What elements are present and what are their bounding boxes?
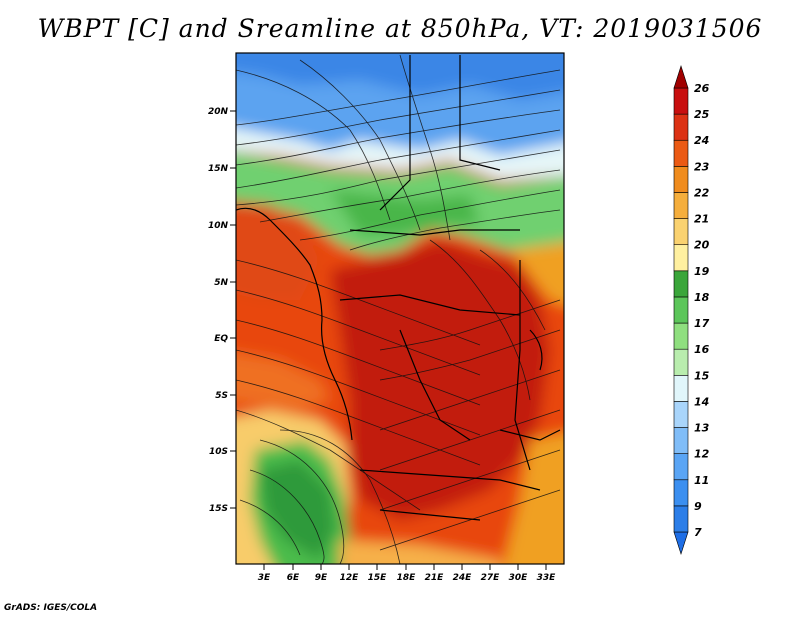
lat-label: 5S — [215, 391, 228, 401]
lon-label: 18E — [397, 573, 417, 583]
lon-label: 27E — [481, 573, 501, 583]
colorbar-label: 19 — [694, 265, 710, 278]
colorbar-label: 13 — [694, 422, 710, 435]
colorbar-label: 14 — [694, 395, 709, 408]
colorbar-segment — [673, 113, 689, 141]
lon-label: 21E — [425, 573, 445, 583]
lon-label: 12E — [340, 573, 360, 583]
colorbar-label: 15 — [694, 369, 710, 382]
colorbar-arrow-high — [673, 65, 689, 89]
colorbar-segment — [673, 322, 689, 350]
colorbar-label: 12 — [694, 448, 710, 461]
lon-label: 24E — [453, 573, 473, 583]
colorbar-arrow-low — [673, 531, 689, 555]
colorbar-label: 25 — [694, 108, 710, 121]
colorbar-label: 26 — [694, 82, 710, 95]
colorbar-label: 21 — [694, 213, 709, 226]
colorbar-label: 20 — [694, 239, 710, 252]
lon-label: 6E — [287, 573, 300, 583]
credit-text: GrADS: IGES/COLA — [4, 603, 98, 613]
lat-label: 15S — [209, 504, 228, 514]
colorbar-segment — [673, 348, 689, 376]
colorbar-label: 17 — [694, 317, 710, 330]
colorbar-segment — [673, 244, 689, 272]
lat-label: 15N — [208, 164, 229, 174]
lat-label: 10S — [209, 447, 228, 457]
lon-label: 9E — [315, 573, 328, 583]
lon-label: 30E — [509, 573, 529, 583]
colorbar-segment — [673, 427, 689, 454]
colorbar-segment — [673, 453, 689, 481]
lat-label: 5N — [214, 278, 228, 288]
colorbar-label: 11 — [694, 474, 709, 487]
lat-label: 20N — [208, 107, 229, 117]
colorbar-segment — [673, 87, 689, 115]
lon-label: 15E — [368, 573, 388, 583]
map-title: WBPT [C] and Sreamline at 850hPa, VT: 20… — [37, 14, 763, 43]
colorbar-label: 23 — [694, 160, 710, 173]
axis-ticks — [230, 110, 547, 570]
colorbar-segment — [673, 270, 689, 298]
colorbar-segment — [673, 139, 689, 167]
colorbar-label: 24 — [694, 134, 709, 147]
lat-label: EQ — [214, 334, 228, 344]
lon-label: 3E — [258, 573, 271, 583]
colorbar-label: 16 — [694, 343, 710, 356]
colorbar-segment — [673, 192, 689, 219]
colorbar-segment — [673, 166, 689, 193]
wbpt-field — [236, 53, 564, 564]
lat-label: 10N — [208, 221, 229, 231]
colorbar-label: 18 — [694, 291, 710, 304]
colorbar-segment — [673, 218, 689, 246]
lon-label: 33E — [537, 573, 557, 583]
colorbar-segment — [673, 505, 689, 533]
colorbar-label: 7 — [694, 526, 702, 539]
colorbar: 7 9 11 12 13 14 15 16 17 18 19 20 21 22 23 24 25 26 — [673, 65, 710, 555]
colorbar-segment — [673, 296, 689, 324]
colorbar-label: 9 — [694, 500, 702, 513]
colorbar-segment — [673, 479, 689, 507]
colorbar-segment — [673, 374, 689, 402]
colorbar-label: 22 — [694, 186, 710, 199]
colorbar-segment — [673, 401, 689, 428]
